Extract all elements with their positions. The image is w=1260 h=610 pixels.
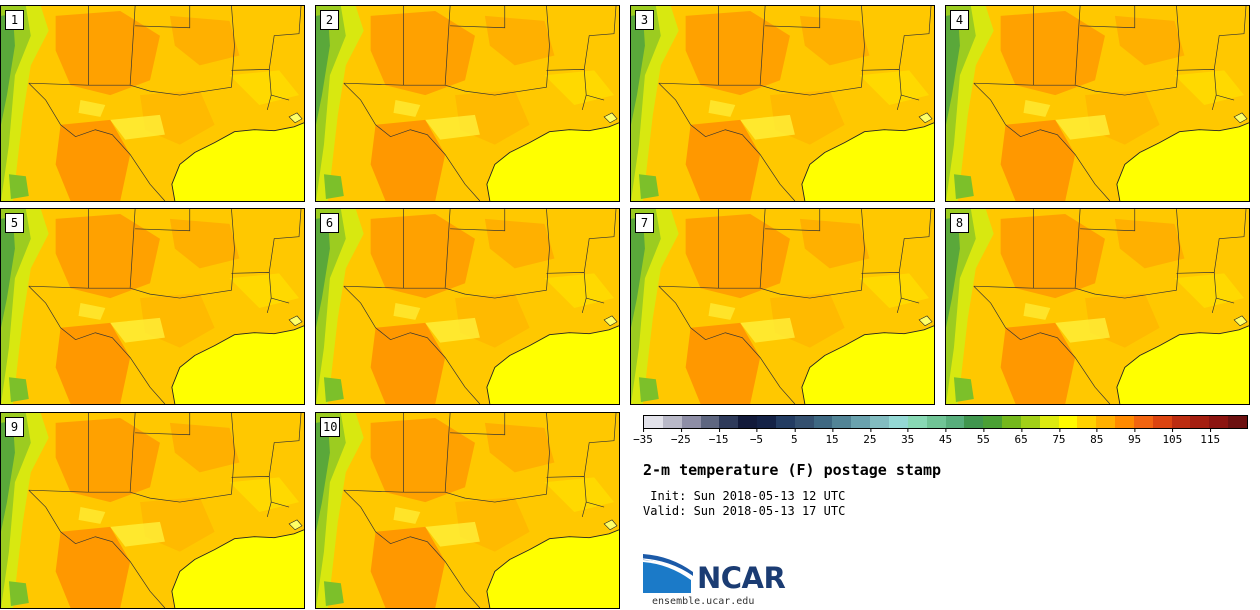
colorbar-swatch: [832, 416, 852, 428]
colorbar-tick-label: −35: [633, 429, 653, 446]
colorbar-tick-label: 65: [1015, 429, 1028, 446]
temperature-map: [946, 6, 1249, 201]
colorbar-tick-label: 105: [1162, 429, 1182, 446]
ncar-logo-icon: [643, 554, 693, 593]
colorbar-tick-label: −5: [750, 429, 763, 446]
member-label: 1: [5, 10, 24, 30]
temperature-map: [1, 209, 304, 404]
ensemble-member-map-4: 4: [945, 5, 1250, 202]
plot-title: 2-m temperature (F) postage stamp: [643, 461, 942, 479]
colorbar-swatch: [926, 416, 946, 428]
temperature-map: [316, 209, 619, 404]
colorbar-swatch: [1209, 416, 1229, 428]
colorbar-swatch: [851, 416, 871, 428]
member-label: 3: [635, 10, 654, 30]
colorbar-swatch: [964, 416, 984, 428]
colorbar-swatch: [1077, 416, 1097, 428]
colorbar-swatch: [945, 416, 965, 428]
colorbar-swatch: [1020, 416, 1040, 428]
colorbar-swatch: [983, 416, 1003, 428]
member-label: 6: [320, 213, 339, 233]
temperature-map: [946, 209, 1249, 404]
temperature-map: [631, 209, 934, 404]
colorbar-swatch: [719, 416, 739, 428]
member-label: 7: [635, 213, 654, 233]
member-label: 10: [320, 417, 341, 437]
colorbar-swatch: [1171, 416, 1191, 428]
colorbar-swatch: [1039, 416, 1059, 428]
colorbar-swatch: [1115, 416, 1134, 428]
colorbar-swatch: [757, 416, 776, 428]
temperature-map: [1, 413, 304, 608]
colorbar-tick-label: −25: [671, 429, 691, 446]
colorbar-tick-label: −15: [709, 429, 729, 446]
colorbar-swatch: [813, 416, 833, 428]
temperature-colorbar: [643, 415, 1248, 429]
valid-time: Valid: Sun 2018-05-13 17 UTC: [643, 504, 846, 518]
temperature-map: [631, 6, 934, 201]
ensemble-member-map-2: 2: [315, 5, 620, 202]
colorbar-tick-labels: −35 −25 −15 −5 5 15 25 35 45 55 65 75 85 95 105 115: [633, 429, 1248, 449]
ensemble-member-map-8: 8: [945, 208, 1250, 405]
colorbar-tick-label: 55: [977, 429, 990, 446]
colorbar-swatch: [700, 416, 720, 428]
colorbar-swatch: [1058, 416, 1078, 428]
member-label: 2: [320, 10, 339, 30]
colorbar-swatch: [1096, 416, 1116, 428]
colorbar-swatch: [1152, 416, 1172, 428]
colorbar-tick-label: 85: [1090, 429, 1103, 446]
ensemble-member-map-9: 9: [0, 412, 305, 609]
member-label: 5: [5, 213, 24, 233]
colorbar-swatch: [870, 416, 889, 428]
colorbar-swatch: [1133, 416, 1153, 428]
ensemble-member-map-7: 7: [630, 208, 935, 405]
init-time: Init: Sun 2018-05-13 12 UTC: [643, 489, 846, 503]
temperature-map: [316, 413, 619, 608]
member-label: 9: [5, 417, 24, 437]
ensemble-member-map-3: 3: [630, 5, 935, 202]
member-label: 4: [950, 10, 969, 30]
colorbar-swatch: [1002, 416, 1021, 428]
colorbar-swatch: [1228, 416, 1247, 428]
colorbar-tick-label: 15: [825, 429, 839, 446]
colorbar-swatch: [681, 416, 701, 428]
colorbar-tick-label: 35: [901, 429, 914, 446]
logo-text: NCAR: [697, 561, 786, 595]
colorbar-tick-label: 25: [863, 429, 877, 446]
site-url: ensemble.ucar.edu: [652, 596, 755, 607]
colorbar-swatch: [775, 416, 795, 428]
colorbar-swatch: [644, 416, 663, 428]
colorbar-swatch: [1190, 416, 1210, 428]
colorbar-swatch: [907, 416, 927, 428]
colorbar-tick-label: 5: [791, 429, 798, 446]
colorbar-swatch: [888, 416, 908, 428]
ensemble-member-map-10: 10: [315, 412, 620, 609]
colorbar-tick-label: 95: [1128, 429, 1141, 446]
colorbar-tick-label: 115: [1200, 429, 1220, 446]
colorbar-swatch: [738, 416, 758, 428]
ensemble-member-map-1: 1: [0, 5, 305, 202]
ensemble-member-map-5: 5: [0, 208, 305, 405]
colorbar-tick-label: 45: [939, 429, 952, 446]
colorbar-tick-label: 75: [1052, 429, 1066, 446]
colorbar-swatch: [662, 416, 682, 428]
ensemble-member-map-6: 6: [315, 208, 620, 405]
member-label: 8: [950, 213, 969, 233]
colorbar-swatch: [794, 416, 814, 428]
temperature-map: [316, 6, 619, 201]
temperature-map: [1, 6, 304, 201]
